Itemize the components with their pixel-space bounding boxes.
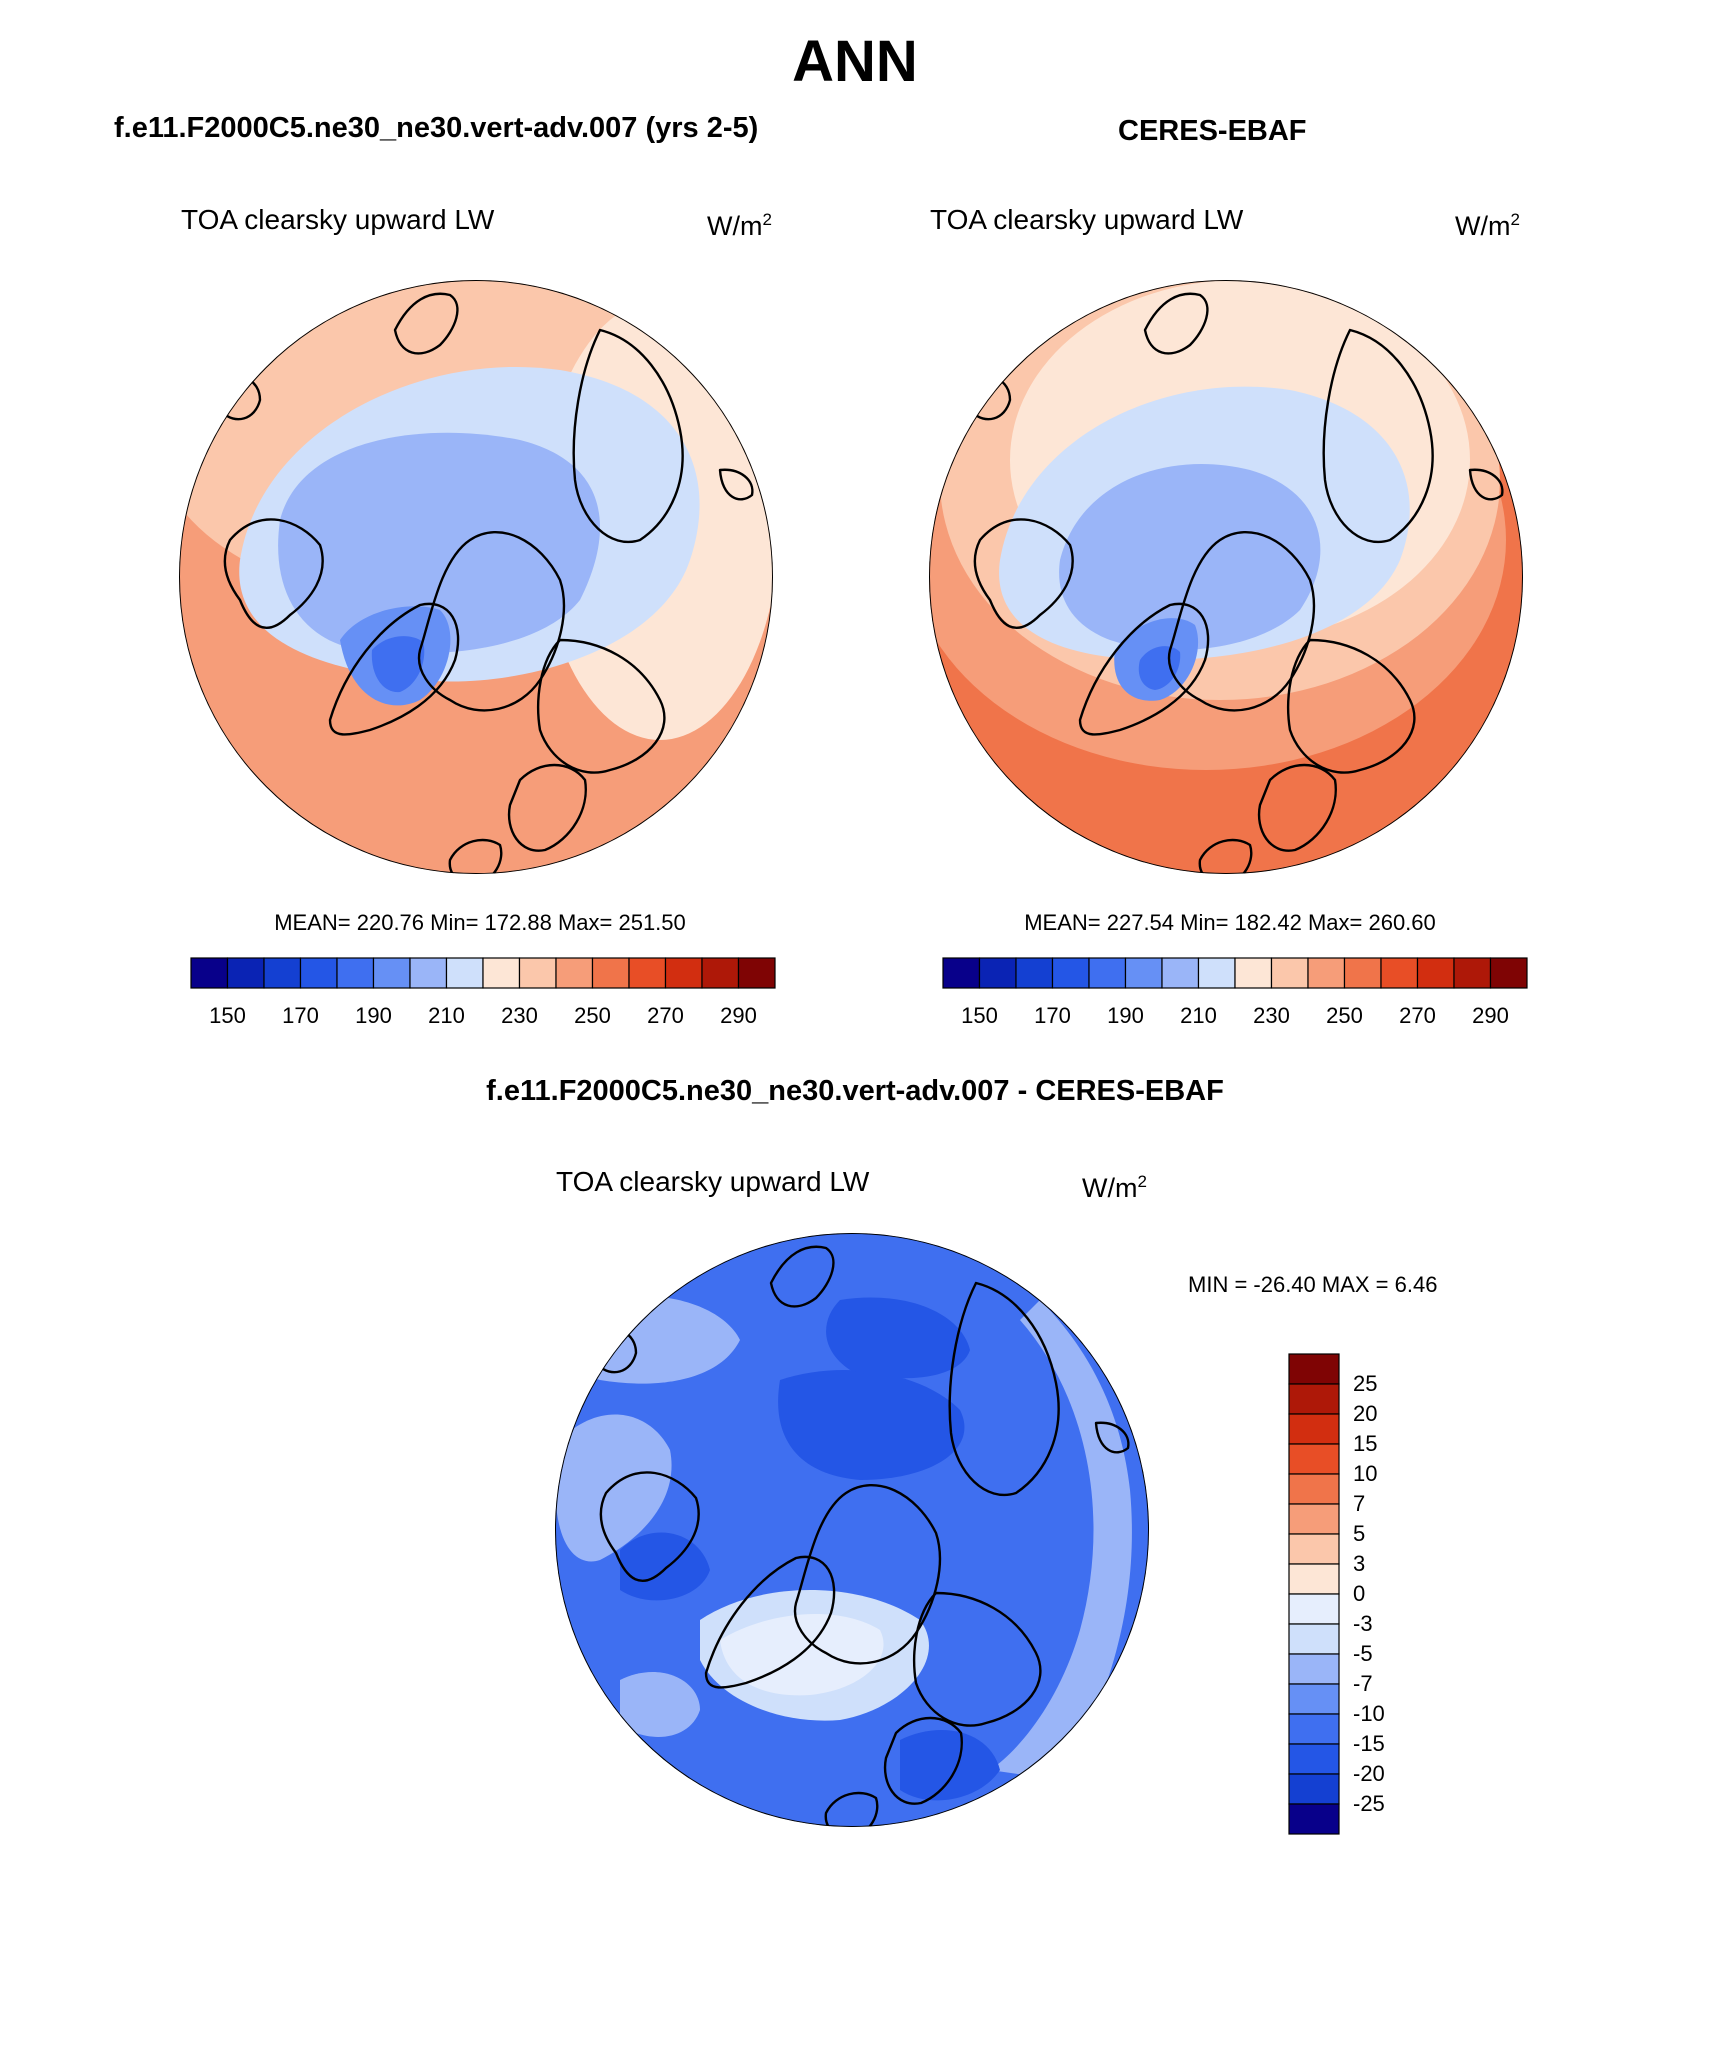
- diff-colorbar: 25 20 15 10 7 5 3 0 -3 -5 -7 -10 -15 -20 -25: [1288, 1353, 1385, 1835]
- colorbar-tick-label: 230: [1253, 1003, 1290, 1028]
- colorbar-tick-label: 230: [501, 1003, 538, 1028]
- colorbar-swatch: [1288, 1383, 1340, 1415]
- colorbar-tick-label: 7: [1353, 1491, 1365, 1516]
- model-polar-map: [179, 280, 773, 874]
- colorbar-tick-label: 150: [961, 1003, 998, 1028]
- colorbar-tick-label: -3: [1353, 1611, 1373, 1636]
- colorbar-swatch: [226, 957, 265, 989]
- colorbar-tick-label: 290: [720, 1003, 757, 1028]
- colorbar-tick-label: 170: [282, 1003, 319, 1028]
- colorbar-swatch: [1288, 1803, 1340, 1835]
- colorbar-swatch: [1288, 1443, 1340, 1475]
- colorbar-tick-label: 210: [1180, 1003, 1217, 1028]
- colorbar-swatch: [701, 957, 740, 989]
- colorbar-swatch: [1288, 1743, 1340, 1775]
- colorbar-tick-label: 190: [355, 1003, 392, 1028]
- colorbar-swatch: [482, 957, 521, 989]
- colorbar-swatch: [518, 957, 557, 989]
- colorbar-tick-label: 3: [1353, 1551, 1365, 1576]
- colorbar-swatch: [1124, 957, 1163, 989]
- obs-colorbar: 150 170 190 210 230 250 270 290: [942, 957, 1528, 1028]
- colorbar-tick-label: 210: [428, 1003, 465, 1028]
- colorbar-tick-label: -25: [1353, 1791, 1385, 1816]
- colorbar-swatch: [1288, 1593, 1340, 1625]
- colorbar-swatch: [555, 957, 594, 989]
- diff-units-label: W/m2: [1082, 1172, 1147, 1203]
- colorbar-tick-label: -20: [1353, 1761, 1385, 1786]
- colorbar-swatch: [1161, 957, 1200, 989]
- colorbar-swatch: [1453, 957, 1492, 989]
- colorbar-tick-label: 270: [1399, 1003, 1436, 1028]
- colorbar-swatch: [263, 957, 302, 989]
- colorbar-swatch: [1288, 1413, 1340, 1445]
- colorbar-tick-label: 20: [1353, 1401, 1377, 1426]
- obs-polar-map: [929, 280, 1523, 874]
- obs-variable-label: TOA clearsky upward LW: [930, 204, 1244, 235]
- colorbar-tick-label: 150: [209, 1003, 246, 1028]
- model-stats: MEAN= 220.76 Min= 172.88 Max= 251.50: [274, 910, 686, 935]
- colorbar-swatch: [591, 957, 630, 989]
- colorbar-swatch: [1270, 957, 1309, 989]
- colorbar-tick-label: -15: [1353, 1731, 1385, 1756]
- colorbar-swatch: [628, 957, 667, 989]
- colorbar-tick-label: 190: [1107, 1003, 1144, 1028]
- colorbar-swatch: [1234, 957, 1273, 989]
- colorbar-tick-label: 170: [1034, 1003, 1071, 1028]
- colorbar-swatch: [1288, 1653, 1340, 1685]
- colorbar-swatch: [1288, 1503, 1340, 1535]
- colorbar-swatch: [942, 957, 981, 989]
- colorbar-tick-label: 250: [1326, 1003, 1363, 1028]
- obs-stats: MEAN= 227.54 Min= 182.42 Max= 260.60: [1024, 910, 1436, 935]
- colorbar-tick-label: 5: [1353, 1521, 1365, 1546]
- diff-stats: MIN = -26.40 MAX = 6.46: [1188, 1272, 1438, 1297]
- colorbar-tick-label: 270: [647, 1003, 684, 1028]
- colorbar-swatch: [664, 957, 703, 989]
- obs-units-label: W/m2: [1455, 210, 1520, 241]
- colorbar-swatch: [1288, 1683, 1340, 1715]
- colorbar-tick-label: 10: [1353, 1461, 1377, 1486]
- colorbar-tick-label: 0: [1353, 1581, 1365, 1606]
- model-variable-label: TOA clearsky upward LW: [181, 204, 495, 235]
- colorbar-tick-label: 250: [574, 1003, 611, 1028]
- colorbar-swatch: [1343, 957, 1382, 989]
- colorbar-swatch: [1416, 957, 1455, 989]
- colorbar-swatch: [1288, 1473, 1340, 1505]
- colorbar-swatch: [978, 957, 1017, 989]
- colorbar-swatch: [1197, 957, 1236, 989]
- colorbar-swatch: [372, 957, 411, 989]
- colorbar-tick-label: 290: [1472, 1003, 1509, 1028]
- colorbar-swatch: [1288, 1773, 1340, 1805]
- colorbar-swatch: [1489, 957, 1528, 989]
- colorbar-tick-label: 25: [1353, 1371, 1377, 1396]
- colorbar-swatch: [1307, 957, 1346, 989]
- colorbar-tick-label: -10: [1353, 1701, 1385, 1726]
- colorbar-swatch: [1380, 957, 1419, 989]
- colorbar-swatch: [299, 957, 338, 989]
- model-colorbar: 150 170 190 210 230 250 270 290: [190, 957, 776, 1028]
- colorbar-swatch: [1288, 1563, 1340, 1595]
- colorbar-swatch: [737, 957, 776, 989]
- diff-polar-map: [555, 1233, 1149, 1827]
- colorbar-swatch: [1015, 957, 1054, 989]
- colorbar-tick-label: -5: [1353, 1641, 1373, 1666]
- model-case-title: f.e11.F2000C5.ne30_ne30.vert-adv.007 (yr…: [114, 112, 759, 144]
- colorbar-swatch: [190, 957, 229, 989]
- colorbar-swatch: [445, 957, 484, 989]
- colorbar-swatch: [409, 957, 448, 989]
- diff-variable-label: TOA clearsky upward LW: [556, 1166, 870, 1197]
- colorbar-swatch: [1288, 1713, 1340, 1745]
- page-title: ANN: [792, 29, 918, 94]
- colorbar-swatch: [1288, 1353, 1340, 1385]
- colorbar-swatch: [1288, 1533, 1340, 1565]
- diff-case-title: f.e11.F2000C5.ne30_ne30.vert-adv.007 - C…: [486, 1075, 1224, 1107]
- colorbar-swatch: [1051, 957, 1090, 989]
- colorbar-swatch: [336, 957, 375, 989]
- obs-case-title: CERES-EBAF: [1118, 115, 1307, 147]
- model-units-label: W/m2: [707, 210, 772, 241]
- colorbar-swatch: [1288, 1623, 1340, 1655]
- colorbar-tick-label: -7: [1353, 1671, 1373, 1696]
- colorbar-tick-label: 15: [1353, 1431, 1377, 1456]
- colorbar-swatch: [1088, 957, 1127, 989]
